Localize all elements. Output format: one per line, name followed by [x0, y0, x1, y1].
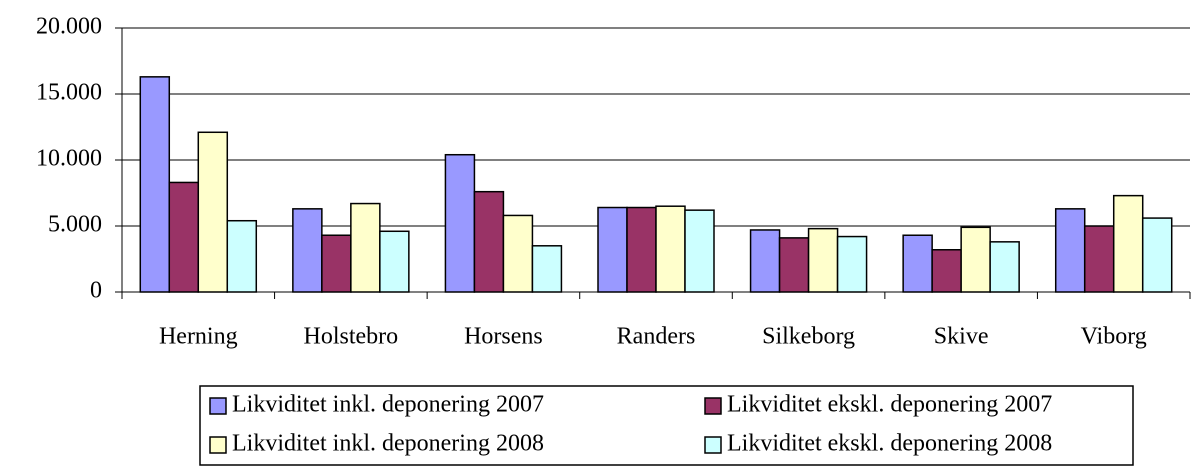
y-tick-label: 10.000	[36, 146, 102, 172]
y-tick-label: 0	[90, 278, 102, 304]
bar	[197, 131, 229, 293]
bar	[778, 237, 810, 293]
bar	[836, 235, 868, 293]
bar	[1083, 225, 1115, 293]
bar	[931, 249, 962, 293]
bar	[139, 76, 171, 293]
bar	[379, 230, 410, 293]
bar	[626, 206, 657, 293]
x-tick-label: Holstebro	[304, 324, 399, 350]
bar	[292, 208, 323, 293]
legend-swatch	[209, 397, 227, 415]
bar	[960, 226, 991, 293]
y-tick-label: 5.000	[48, 212, 102, 238]
bar	[807, 227, 839, 293]
x-tick-label: Herning	[159, 324, 238, 350]
bar	[321, 234, 352, 293]
x-tick-label: Skive	[934, 324, 989, 350]
bar	[749, 229, 781, 293]
x-tick-label: Randers	[617, 324, 696, 350]
bar	[597, 206, 628, 293]
legend-swatch	[704, 397, 722, 415]
x-tick-label: Silkeborg	[762, 324, 855, 350]
bar	[902, 234, 933, 293]
legend-swatch	[209, 436, 227, 454]
legend-label: Likviditet ekskl. deponering 2007	[727, 392, 1052, 418]
bar	[226, 219, 258, 293]
y-tick-label: 20.000	[36, 14, 102, 40]
legend-label: Likviditet inkl. deponering 2007	[232, 392, 544, 418]
bar	[350, 202, 381, 293]
bar	[444, 153, 476, 293]
legend-label: Likviditet ekskl. deponering 2008	[727, 431, 1052, 457]
bar	[168, 181, 200, 293]
bar	[989, 241, 1020, 293]
x-tick-label: Horsens	[464, 324, 543, 350]
bar	[1141, 217, 1173, 293]
x-tick-label: Viborg	[1081, 324, 1147, 350]
bar	[531, 245, 563, 293]
bar	[655, 205, 686, 293]
bar	[684, 209, 715, 293]
bar	[1054, 208, 1086, 293]
legend-label: Likviditet inkl. deponering 2008	[232, 431, 544, 457]
legend-swatch	[704, 436, 722, 454]
legend-box	[199, 385, 1134, 466]
bar	[473, 190, 505, 293]
bar	[1112, 194, 1144, 293]
bar	[502, 214, 534, 293]
y-tick-label: 15.000	[36, 80, 102, 106]
